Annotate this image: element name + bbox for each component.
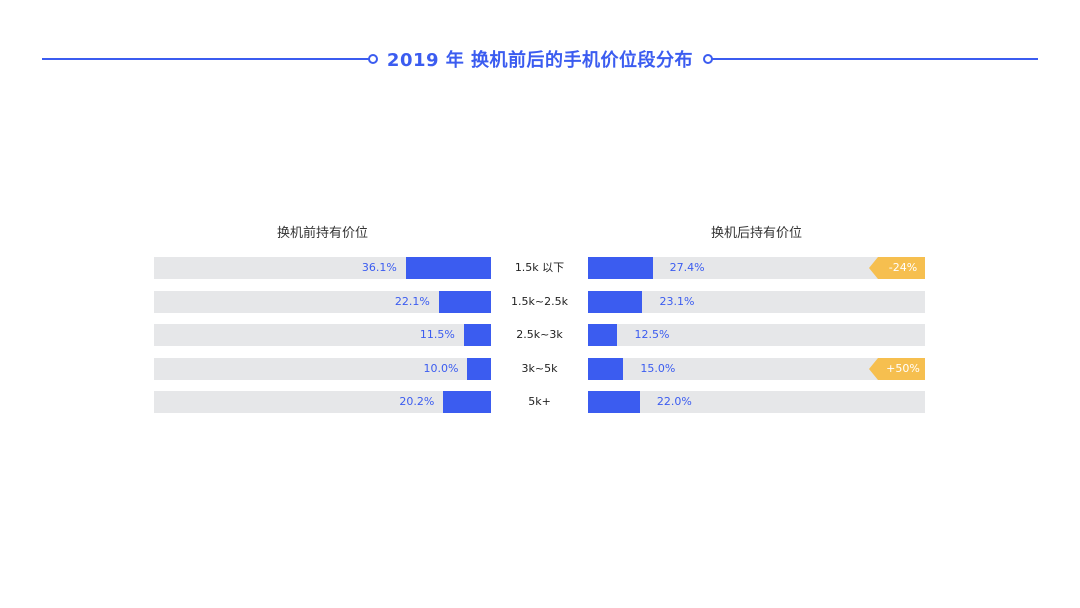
- before-value-label: 22.1%: [394, 294, 430, 308]
- change-badge: -24%: [869, 257, 925, 279]
- before-track: 22.1%: [154, 290, 491, 313]
- category-label: 1.5k 以下: [514, 261, 565, 274]
- change-badge-label: -24%: [888, 261, 918, 274]
- category-label: 5k+: [528, 395, 551, 408]
- change-badge-shape: [869, 357, 925, 380]
- before-series-title: 换机前持有价位: [276, 226, 368, 241]
- before-bar: [467, 357, 491, 380]
- category-label: 1.5k~2.5k: [511, 294, 568, 308]
- before-track: 36.1%: [154, 257, 491, 279]
- after-track: 22.0%: [588, 391, 925, 413]
- before-value-label: 10.0%: [423, 361, 459, 375]
- change-badge-shape: [869, 257, 925, 279]
- after-bar: [588, 290, 643, 313]
- after-value-label: 23.1%: [659, 294, 695, 308]
- after-bar: [588, 324, 618, 346]
- chart-title: 2019 年 换机前后的手机价位段分布: [386, 50, 694, 71]
- after-track: 23.1%: [588, 290, 925, 313]
- before-track: 10.0%: [154, 357, 491, 380]
- title-divider-left: [42, 58, 370, 60]
- after-value-label: 15.0%: [640, 361, 676, 375]
- after-track: 27.4% -24%: [588, 257, 925, 279]
- before-bar: [405, 257, 491, 279]
- before-bar: [438, 290, 491, 313]
- after-bar: [588, 257, 653, 279]
- after-track: 12.5%: [588, 324, 925, 346]
- title-divider-right: [712, 58, 1038, 60]
- after-value-label: 22.0%: [656, 395, 692, 408]
- after-value-label: 12.5%: [634, 328, 670, 341]
- before-bar: [463, 324, 491, 346]
- before-track: 20.2%: [154, 391, 491, 413]
- after-series-title: 换机后持有价位: [710, 226, 802, 241]
- before-bar: [443, 391, 491, 413]
- change-badge-label: +50%: [886, 361, 920, 375]
- title-dot-left: [368, 54, 378, 64]
- before-value-label: 11.5%: [419, 328, 455, 341]
- after-bar: [588, 391, 640, 413]
- after-bar: [588, 357, 624, 380]
- after-value-label: 27.4%: [669, 261, 705, 274]
- chart-title-row: 2019 年 换机前后的手机价位段分布: [0, 44, 1080, 74]
- before-track: 11.5%: [154, 324, 491, 346]
- before-value-label: 36.1%: [361, 261, 397, 274]
- category-label: 3k~5k: [521, 361, 558, 375]
- after-track: 15.0% +50%: [588, 357, 925, 380]
- before-value-label: 20.2%: [399, 395, 435, 408]
- change-badge: +50%: [869, 357, 925, 380]
- category-label: 2.5k~3k: [516, 328, 563, 341]
